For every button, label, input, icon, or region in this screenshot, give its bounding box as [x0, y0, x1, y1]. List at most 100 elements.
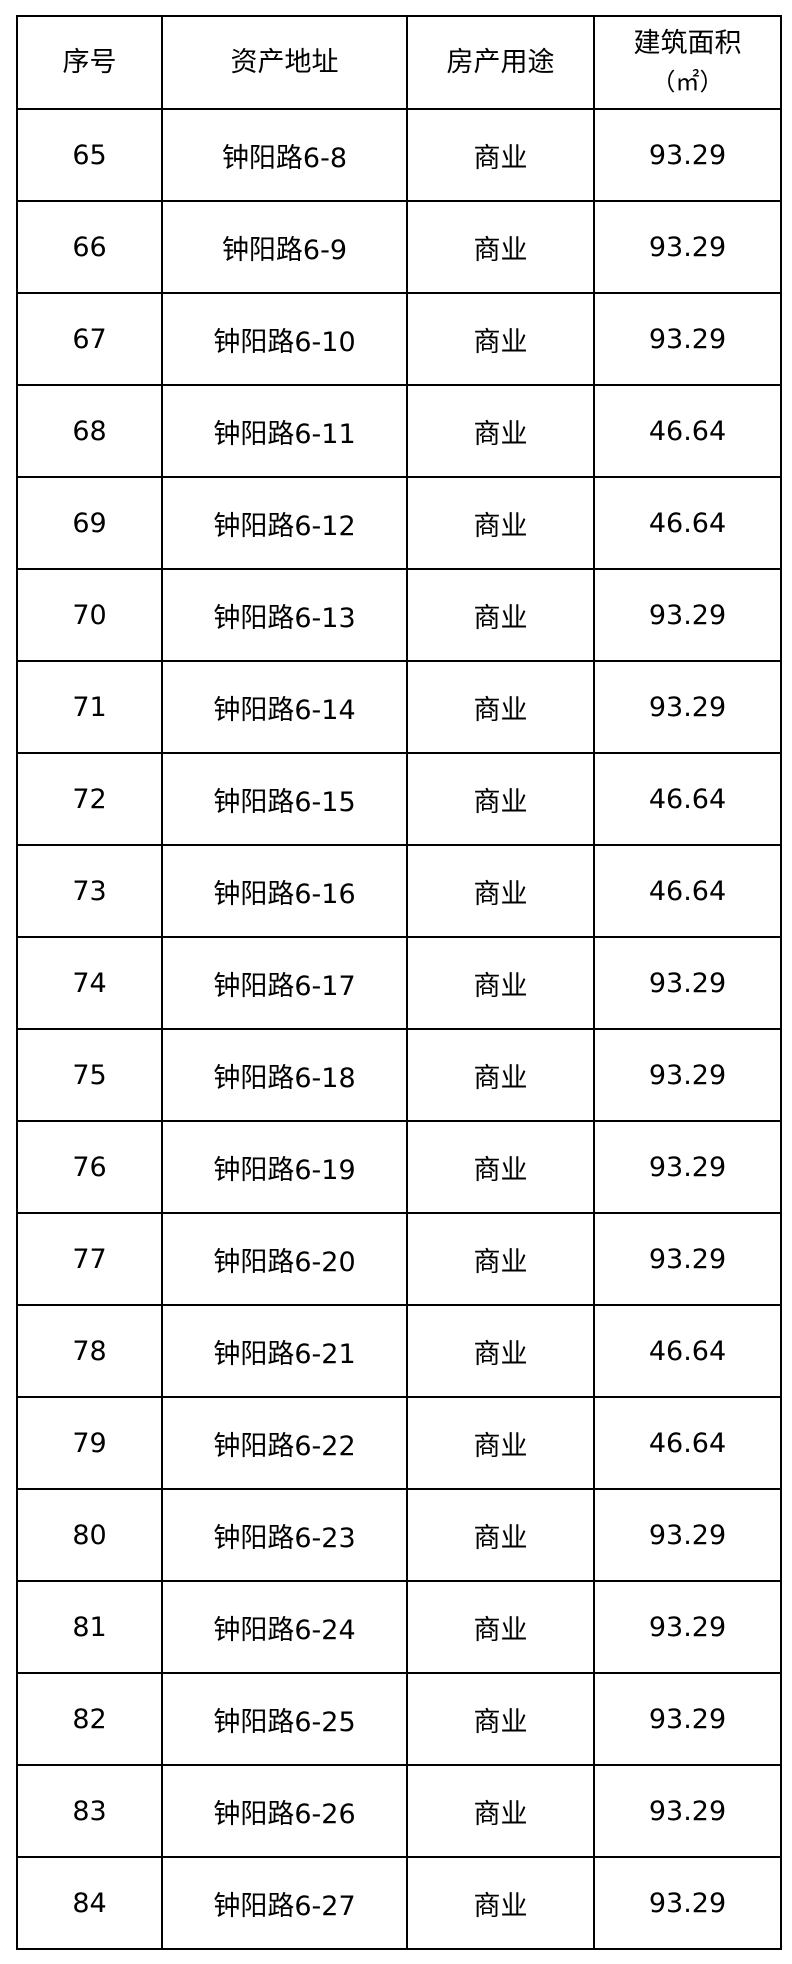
cell-use: 商业 — [406, 1028, 595, 1122]
cell-address: 钟阳路6-13 — [161, 568, 408, 662]
cell-address: 钟阳路6-11 — [161, 384, 408, 478]
header-no: 序号 — [16, 15, 163, 110]
cell-area: 93.29 — [593, 568, 782, 662]
cell-use: 商业 — [406, 1764, 595, 1858]
cell-no: 82 — [16, 1672, 163, 1766]
cell-no: 80 — [16, 1488, 163, 1582]
cell-address: 钟阳路6-16 — [161, 844, 408, 938]
table-row: 76 钟阳路6-19 商业 93.29 — [16, 1120, 782, 1214]
cell-no: 72 — [16, 752, 163, 846]
cell-area: 93.29 — [593, 1028, 782, 1122]
table-row: 81 钟阳路6-24 商业 93.29 — [16, 1580, 782, 1674]
table-row: 75 钟阳路6-18 商业 93.29 — [16, 1028, 782, 1122]
cell-use: 商业 — [406, 1212, 595, 1306]
cell-area: 46.64 — [593, 384, 782, 478]
cell-no: 75 — [16, 1028, 163, 1122]
table-row: 78 钟阳路6-21 商业 46.64 — [16, 1304, 782, 1398]
cell-no: 70 — [16, 568, 163, 662]
table-row: 77 钟阳路6-20 商业 93.29 — [16, 1212, 782, 1306]
table-row: 80 钟阳路6-23 商业 93.29 — [16, 1488, 782, 1582]
table-row: 67 钟阳路6-10 商业 93.29 — [16, 292, 782, 386]
cell-use: 商业 — [406, 1856, 595, 1950]
cell-area: 46.64 — [593, 476, 782, 570]
cell-no: 71 — [16, 660, 163, 754]
header-row: 序号 资产地址 房产用途 建筑面积 （㎡） — [16, 15, 782, 110]
cell-area: 93.29 — [593, 936, 782, 1030]
header-area-unit: （㎡） — [651, 67, 724, 96]
cell-no: 84 — [16, 1856, 163, 1950]
cell-area: 93.29 — [593, 108, 782, 202]
cell-no: 76 — [16, 1120, 163, 1214]
cell-area: 93.29 — [593, 1580, 782, 1674]
cell-area: 93.29 — [593, 1672, 782, 1766]
cell-no: 74 — [16, 936, 163, 1030]
cell-address: 钟阳路6-26 — [161, 1764, 408, 1858]
table-row: 74 钟阳路6-17 商业 93.29 — [16, 936, 782, 1030]
cell-address: 钟阳路6-24 — [161, 1580, 408, 1674]
cell-use: 商业 — [406, 476, 595, 570]
cell-no: 81 — [16, 1580, 163, 1674]
cell-use: 商业 — [406, 936, 595, 1030]
table-row: 69 钟阳路6-12 商业 46.64 — [16, 476, 782, 570]
header-use: 房产用途 — [406, 15, 595, 110]
cell-no: 79 — [16, 1396, 163, 1490]
cell-use: 商业 — [406, 1488, 595, 1582]
cell-no: 73 — [16, 844, 163, 938]
cell-address: 钟阳路6-9 — [161, 200, 408, 294]
table-row: 79 钟阳路6-22 商业 46.64 — [16, 1396, 782, 1490]
cell-use: 商业 — [406, 384, 595, 478]
cell-no: 67 — [16, 292, 163, 386]
cell-use: 商业 — [406, 108, 595, 202]
cell-use: 商业 — [406, 1672, 595, 1766]
cell-use: 商业 — [406, 752, 595, 846]
cell-use: 商业 — [406, 1304, 595, 1398]
cell-address: 钟阳路6-23 — [161, 1488, 408, 1582]
table-row: 84 钟阳路6-27 商业 93.29 — [16, 1856, 782, 1950]
cell-use: 商业 — [406, 568, 595, 662]
table-row: 68 钟阳路6-11 商业 46.64 — [16, 384, 782, 478]
cell-area: 93.29 — [593, 1120, 782, 1214]
table-row: 71 钟阳路6-14 商业 93.29 — [16, 660, 782, 754]
cell-no: 65 — [16, 108, 163, 202]
cell-area: 93.29 — [593, 292, 782, 386]
cell-address: 钟阳路6-18 — [161, 1028, 408, 1122]
cell-address: 钟阳路6-17 — [161, 936, 408, 1030]
cell-use: 商业 — [406, 844, 595, 938]
cell-address: 钟阳路6-21 — [161, 1304, 408, 1398]
table-row: 70 钟阳路6-13 商业 93.29 — [16, 568, 782, 662]
cell-address: 钟阳路6-12 — [161, 476, 408, 570]
table-row: 72 钟阳路6-15 商业 46.64 — [16, 752, 782, 846]
cell-use: 商业 — [406, 1580, 595, 1674]
cell-use: 商业 — [406, 292, 595, 386]
cell-address: 钟阳路6-14 — [161, 660, 408, 754]
cell-no: 69 — [16, 476, 163, 570]
cell-no: 77 — [16, 1212, 163, 1306]
cell-area: 46.64 — [593, 1396, 782, 1490]
table-row: 73 钟阳路6-16 商业 46.64 — [16, 844, 782, 938]
header-area-label: 建筑面积 — [633, 27, 742, 59]
cell-no: 78 — [16, 1304, 163, 1398]
table-row: 66 钟阳路6-9 商业 93.29 — [16, 200, 782, 294]
cell-address: 钟阳路6-20 — [161, 1212, 408, 1306]
cell-address: 钟阳路6-25 — [161, 1672, 408, 1766]
cell-address: 钟阳路6-27 — [161, 1856, 408, 1950]
cell-address: 钟阳路6-15 — [161, 752, 408, 846]
asset-table: 序号 资产地址 房产用途 建筑面积 （㎡） 65 钟阳路6-8 商业 93.29 66 钟阳… — [16, 15, 782, 1950]
cell-area: 93.29 — [593, 660, 782, 754]
cell-area: 93.29 — [593, 1764, 782, 1858]
cell-area: 93.29 — [593, 1212, 782, 1306]
cell-use: 商业 — [406, 200, 595, 294]
cell-address: 钟阳路6-10 — [161, 292, 408, 386]
cell-area: 46.64 — [593, 844, 782, 938]
cell-area: 93.29 — [593, 200, 782, 294]
cell-use: 商业 — [406, 1120, 595, 1214]
header-area: 建筑面积 （㎡） — [593, 15, 782, 110]
cell-no: 83 — [16, 1764, 163, 1858]
table-row: 65 钟阳路6-8 商业 93.29 — [16, 108, 782, 202]
cell-no: 66 — [16, 200, 163, 294]
cell-address: 钟阳路6-19 — [161, 1120, 408, 1214]
cell-address: 钟阳路6-8 — [161, 108, 408, 202]
cell-use: 商业 — [406, 660, 595, 754]
cell-area: 93.29 — [593, 1856, 782, 1950]
header-address: 资产地址 — [161, 15, 408, 110]
